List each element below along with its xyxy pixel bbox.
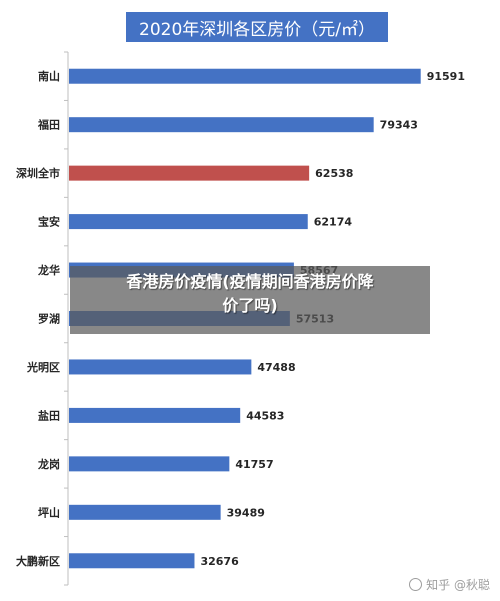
bar-8 [69, 456, 230, 472]
bar-7 [69, 407, 241, 423]
watermark: 知乎 @秋聪 [409, 576, 490, 593]
category-label-3: 宝安 [38, 215, 60, 229]
bar-10 [69, 553, 195, 569]
value-label-1: 79343 [380, 119, 418, 132]
value-label-6: 47488 [257, 361, 295, 374]
value-label-2: 62538 [315, 167, 353, 180]
category-label-2: 深圳全市 [16, 166, 60, 180]
value-label-7: 44583 [246, 409, 284, 422]
bar-2 [69, 165, 310, 181]
overlay-line-1: 香港房价疫情(疫情期间香港房价降 [126, 272, 374, 291]
category-label-5: 罗湖 [38, 312, 60, 326]
value-label-10: 32676 [200, 555, 239, 568]
watermark-text: 知乎 @秋聪 [426, 578, 490, 592]
overlay-caption: 香港房价疫情(疫情期间香港房价降 价了吗) [70, 270, 430, 318]
value-label-3: 62174 [314, 216, 353, 229]
bar-1 [69, 117, 374, 133]
overlay-band [70, 266, 430, 334]
bar-9 [69, 504, 221, 520]
chart-title: 2020年深圳各区房价（元/㎡） [126, 12, 388, 42]
bar-0 [69, 68, 421, 84]
category-label-1: 福田 [37, 118, 60, 132]
category-label-10: 大鹏新区 [16, 554, 60, 568]
watermark-logo-icon [409, 578, 423, 591]
value-label-9: 39489 [227, 506, 265, 519]
category-label-7: 盐田 [38, 408, 60, 422]
category-label-4: 龙华 [37, 263, 60, 277]
category-label-0: 南山 [38, 69, 60, 83]
bar-6 [69, 359, 252, 375]
value-label-0: 91591 [427, 70, 465, 83]
overlay-line-2: 价了吗) [222, 296, 278, 315]
value-label-8: 41757 [235, 458, 273, 471]
category-label-6: 光明区 [26, 360, 60, 374]
category-label-9: 坪山 [38, 505, 60, 519]
bar-3 [69, 214, 308, 230]
category-label-8: 龙岗 [37, 457, 60, 471]
